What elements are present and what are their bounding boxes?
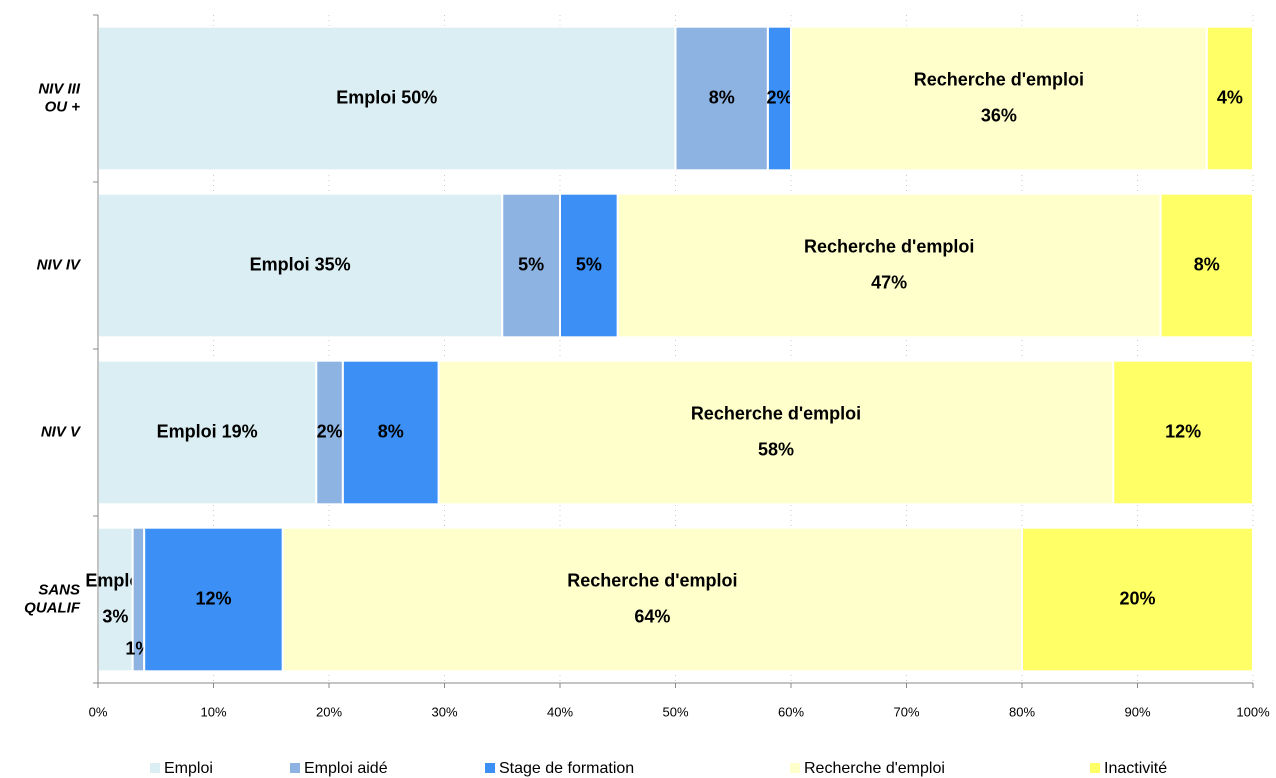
bar-segment	[97, 359, 318, 506]
bar-segment	[1205, 25, 1255, 172]
category-label-line: QUALIF	[24, 599, 81, 616]
bar-segment	[674, 25, 769, 172]
value-label: 5%	[518, 254, 544, 274]
value-label-line: Recherche d'emploi	[804, 236, 974, 256]
category-label: NIV V	[41, 423, 82, 440]
bar-segment	[281, 526, 1023, 673]
value-label: Emploi 3%	[85, 570, 145, 626]
value-label-line: Recherche d'emploi	[914, 69, 1084, 89]
value-label: Recherche d'emploi 36%	[914, 69, 1084, 125]
value-label-line: 12%	[1165, 421, 1201, 441]
value-label-line: 8%	[709, 87, 735, 107]
value-label: 8%	[709, 87, 735, 107]
value-label-line: 4%	[1217, 87, 1243, 107]
value-label: Emploi 50%	[336, 87, 437, 107]
category-label: NIV III OU +	[38, 80, 81, 115]
bar-segment	[790, 25, 1208, 172]
value-label-line: 8%	[1194, 254, 1220, 274]
value-label: Recherche d'emploi 64%	[567, 570, 737, 626]
value-label-line: 12%	[195, 588, 231, 608]
legend-label: Stage de formation	[499, 760, 634, 777]
category-label-line: NIV IV	[37, 256, 82, 273]
category-label-line: NIV V	[41, 423, 82, 440]
value-label: 5%	[576, 254, 602, 274]
category-label-line: NIV III	[38, 80, 81, 97]
x-tick-label: 50%	[662, 704, 688, 719]
value-label-line: 5%	[518, 254, 544, 274]
category-label-line: SANS	[38, 581, 80, 598]
value-label-line: 64%	[634, 606, 670, 626]
legend-label: Emploi aidé	[304, 760, 388, 777]
x-tick-label: 70%	[893, 704, 919, 719]
x-tick-label: 80%	[1009, 704, 1035, 719]
x-tick-label: 90%	[1124, 704, 1150, 719]
legend-swatch	[150, 763, 160, 773]
value-label: 20%	[1119, 588, 1155, 608]
value-label: Recherche d'emploi 47%	[804, 236, 974, 292]
bar-segment	[1112, 359, 1254, 506]
value-label: 2%	[317, 421, 343, 441]
value-label-line: Emploi 35%	[250, 254, 351, 274]
value-label-line: 20%	[1119, 588, 1155, 608]
bar-segment	[616, 192, 1162, 339]
legend-label: Recherche d'emploi	[804, 760, 945, 777]
value-label: 8%	[1194, 254, 1220, 274]
value-label: Recherche d'emploi 58%	[691, 403, 861, 459]
bar-segment	[97, 526, 134, 673]
legend-label: Inactivité	[1104, 760, 1167, 777]
value-label-line: 47%	[871, 272, 907, 292]
legend-swatch	[485, 763, 495, 773]
legend-swatch	[1090, 763, 1100, 773]
value-label-line: Recherche d'emploi	[691, 403, 861, 423]
bar-segment	[97, 192, 504, 339]
bar-segment	[315, 359, 344, 506]
value-label: 4%	[1217, 87, 1243, 107]
value-label: 12%	[195, 588, 231, 608]
bar-segment	[1159, 192, 1254, 339]
bar-segment	[1021, 526, 1254, 673]
value-label: 8%	[378, 421, 404, 441]
value-label-line: Recherche d'emploi	[567, 570, 737, 590]
value-label: Emploi 19%	[157, 421, 258, 441]
category-label: NIV IV	[37, 256, 82, 273]
x-tick-label: 40%	[547, 704, 573, 719]
legend-swatch	[290, 763, 300, 773]
value-label-line: 2%	[317, 421, 343, 441]
value-label-line: 58%	[758, 439, 794, 459]
value-label-line: Emploi	[85, 570, 145, 590]
bar-segment	[341, 359, 440, 506]
x-tick-label: 30%	[431, 704, 457, 719]
bar-segment	[437, 359, 1115, 506]
x-tick-label: 60%	[778, 704, 804, 719]
value-label-line: 5%	[576, 254, 602, 274]
legend-label: Emploi	[164, 760, 213, 777]
bar-segment	[501, 192, 561, 339]
category-label-line: OU +	[45, 98, 81, 115]
x-tick-label: 20%	[316, 704, 342, 719]
value-label: Emploi 35%	[250, 254, 351, 274]
x-tick-label: 10%	[200, 704, 226, 719]
bar-segment	[559, 192, 619, 339]
x-tick-label: 0%	[89, 704, 108, 719]
value-label: 12%	[1165, 421, 1201, 441]
x-tick-label: 100%	[1236, 704, 1270, 719]
bar-segment	[97, 25, 677, 172]
value-label-line: 2%	[766, 87, 792, 107]
category-label: SANS QUALIF	[24, 581, 81, 616]
value-label-line: 8%	[378, 421, 404, 441]
bar-segment	[143, 526, 284, 673]
value-label-line: Emploi 50%	[336, 87, 437, 107]
value-label-line: 3%	[102, 606, 128, 626]
value-label-line: 36%	[981, 105, 1017, 125]
value-label: 2%	[766, 87, 792, 107]
value-label-line: Emploi 19%	[157, 421, 258, 441]
legend-swatch	[790, 763, 800, 773]
